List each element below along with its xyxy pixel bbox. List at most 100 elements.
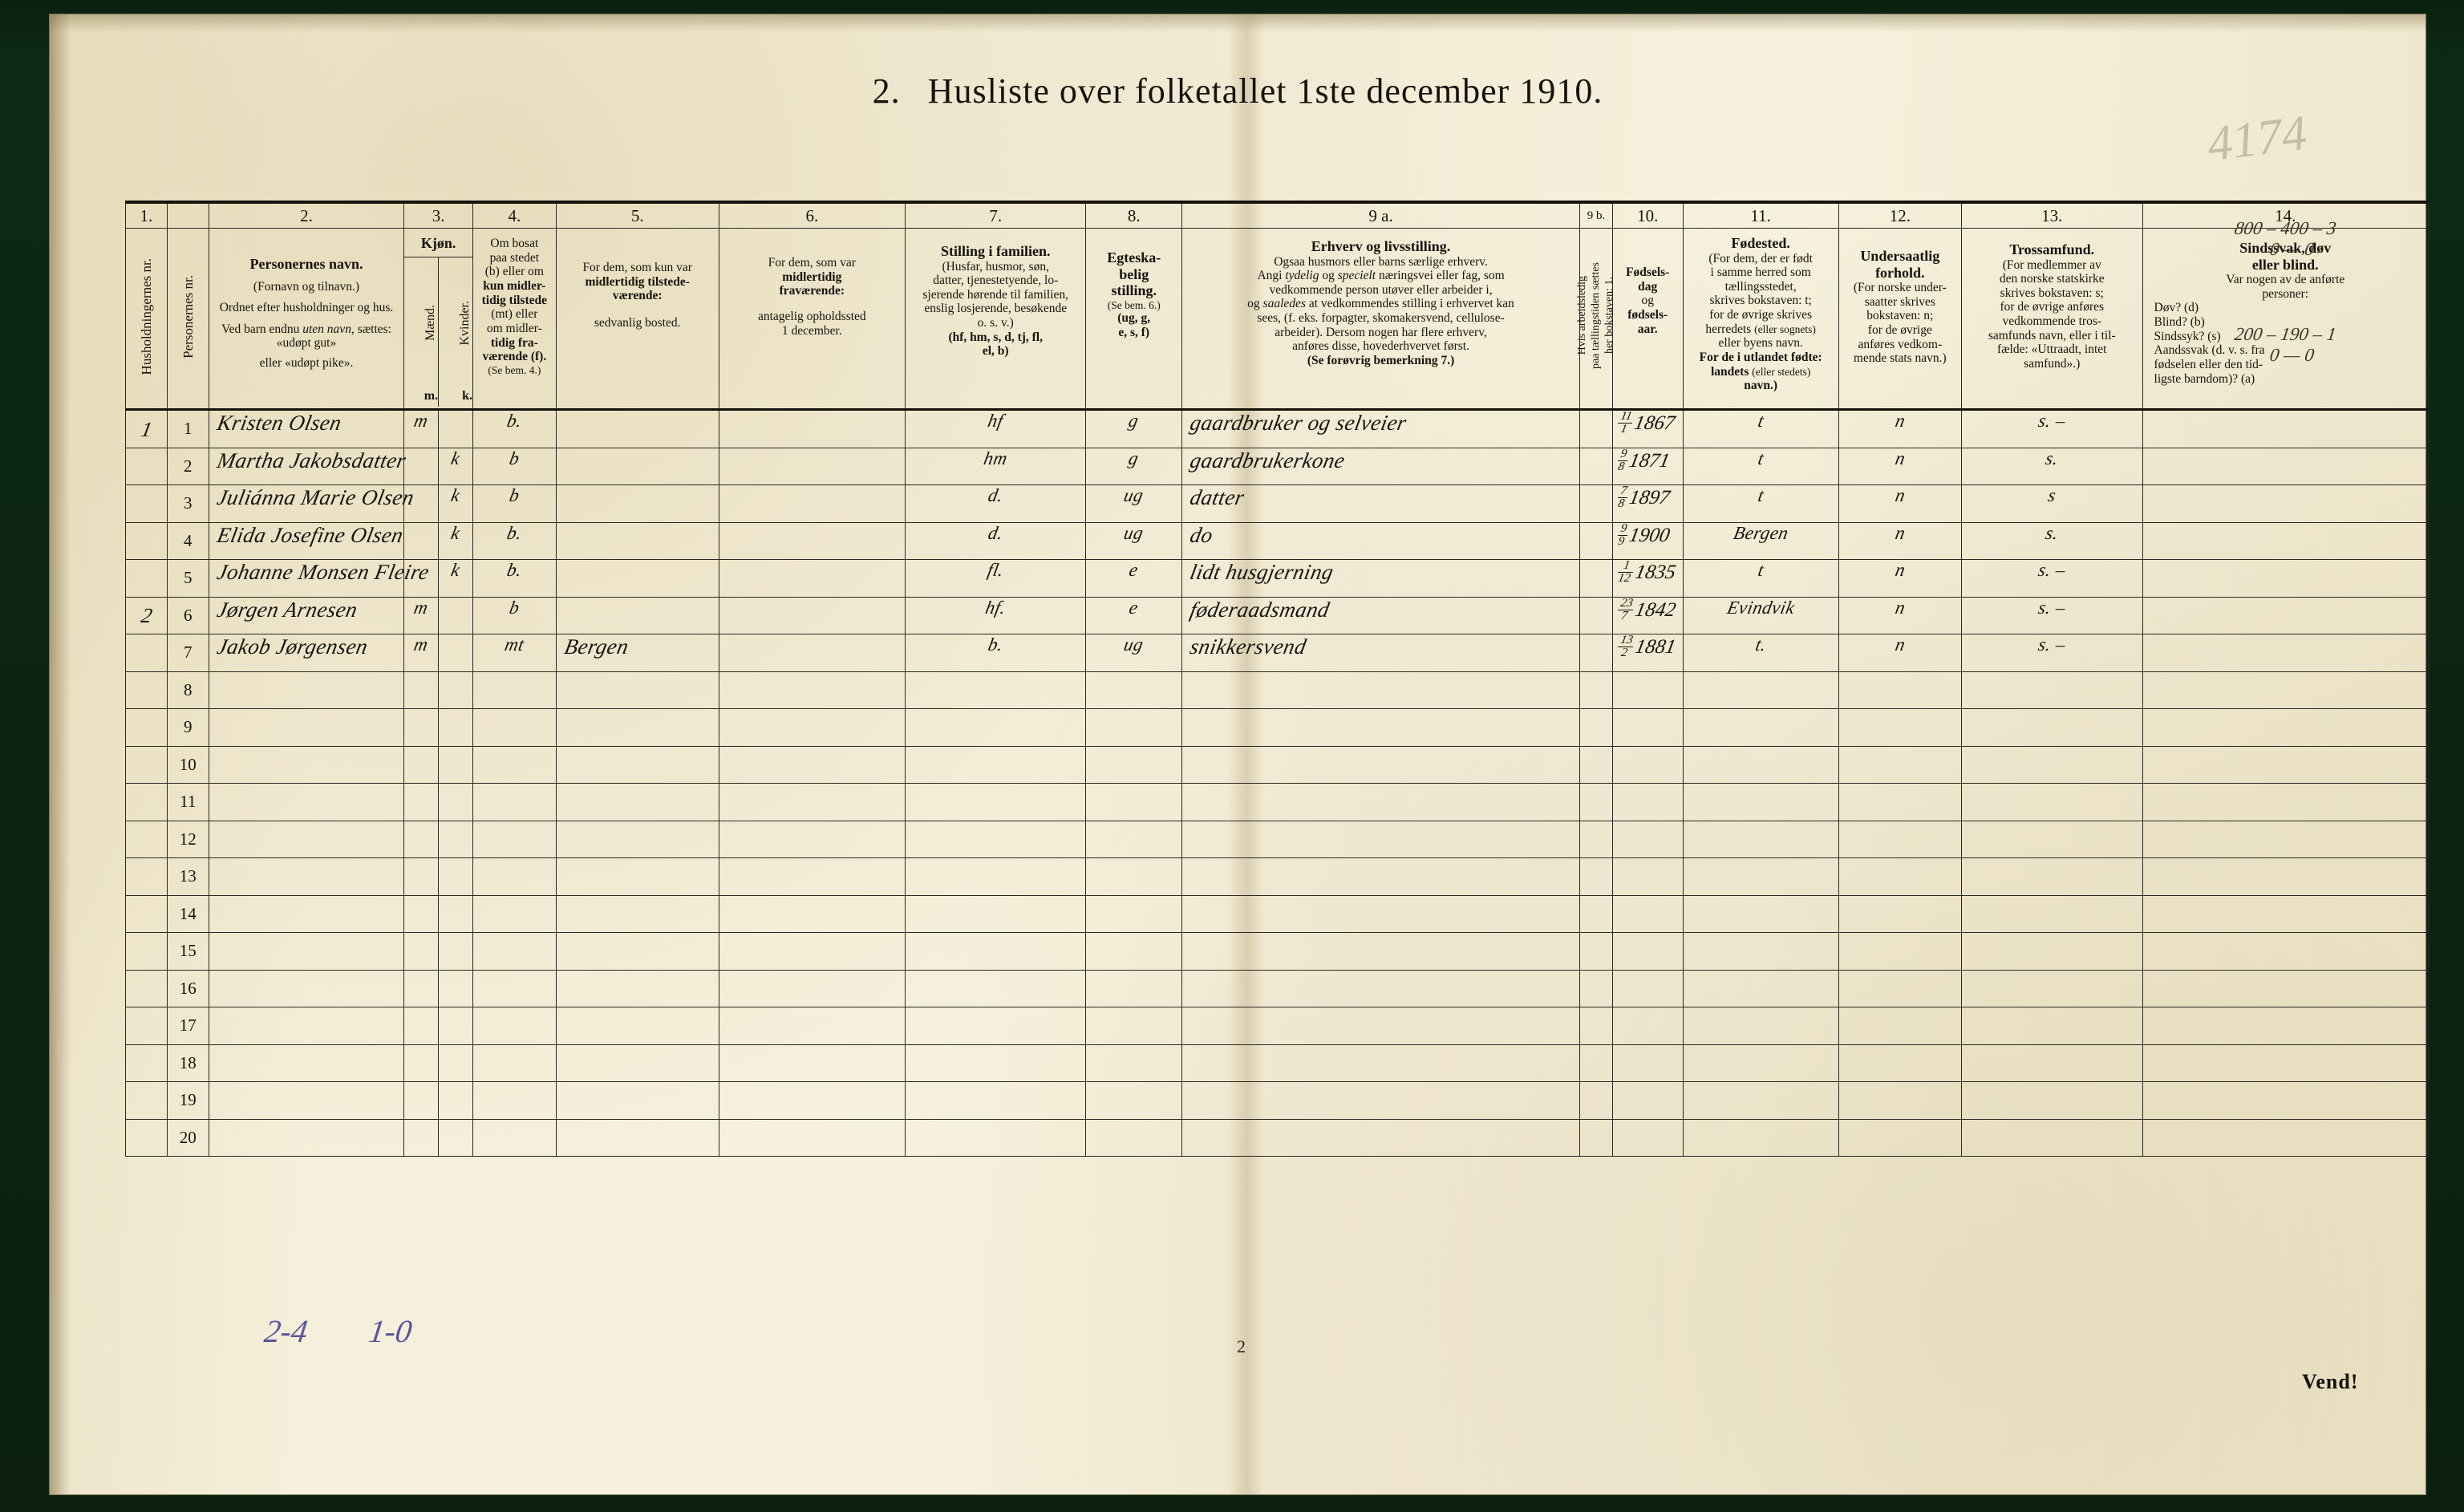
cell-residence-status[interactable]: b — [472, 447, 557, 485]
cell-temp-location[interactable] — [718, 596, 906, 634]
cell-usual-residence[interactable] — [555, 932, 719, 971]
cell-family-position[interactable] — [904, 1044, 1087, 1082]
cell-household-number[interactable] — [121, 559, 171, 597]
cell-religion[interactable] — [1961, 969, 2143, 1007]
cell-residence-status[interactable] — [472, 708, 557, 747]
cell-residence-status[interactable] — [472, 671, 557, 709]
cell-birthdate[interactable]: 11 1 1867 — [1611, 409, 1684, 448]
cell-citizenship[interactable] — [1838, 932, 1963, 971]
cell-usual-residence[interactable] — [555, 671, 719, 709]
cell-temp-location[interactable] — [718, 783, 906, 821]
cell-disability[interactable] — [2142, 596, 2430, 634]
cell-birthdate[interactable]: 7 8 1897 — [1611, 484, 1684, 523]
cell-name[interactable] — [208, 671, 405, 709]
cell-unemployed-flag[interactable] — [1579, 1081, 1613, 1120]
cell-birthdate[interactable]: 23 7 1842 — [1611, 597, 1684, 634]
cell-birthdate[interactable]: 13 2 1881 — [1611, 634, 1684, 672]
cell-temp-location[interactable] — [718, 671, 906, 709]
cell-occupation[interactable] — [1181, 857, 1581, 896]
cell-household-number[interactable] — [121, 1119, 171, 1157]
cell-sex-male[interactable] — [403, 783, 440, 821]
cell-birthplace[interactable] — [1682, 1081, 1839, 1120]
cell-birthdate[interactable] — [1611, 1118, 1684, 1157]
cell-marital-status[interactable]: g — [1085, 409, 1182, 448]
cell-family-position[interactable]: hm — [904, 447, 1087, 485]
table-row[interactable]: 4 Elida Josefine Olsen k b. d. ug do 9 9 1900 Berg… — [121, 521, 2430, 560]
cell-religion[interactable]: s. – — [1961, 634, 2143, 672]
cell-temp-location[interactable] — [718, 969, 906, 1007]
cell-usual-residence[interactable] — [555, 820, 719, 858]
cell-disability[interactable] — [2142, 409, 2430, 448]
table-row[interactable]: 11 — [121, 783, 2430, 821]
cell-usual-residence[interactable] — [555, 969, 719, 1007]
cell-birthplace[interactable] — [1682, 671, 1839, 709]
cell-birthplace[interactable] — [1682, 745, 1839, 784]
cell-sex-female[interactable] — [438, 894, 473, 933]
cell-temp-location[interactable] — [718, 521, 906, 560]
cell-household-number[interactable] — [121, 746, 171, 784]
table-row[interactable]: 2 Martha Jakobsdatter k b hm g gaardbrukerkone… — [121, 447, 2430, 485]
cell-religion[interactable] — [1961, 708, 2143, 747]
cell-sex-male[interactable] — [403, 447, 440, 485]
cell-usual-residence[interactable] — [555, 409, 719, 448]
cell-unemployed-flag[interactable] — [1579, 969, 1613, 1007]
cell-birthdate[interactable] — [1611, 857, 1684, 896]
cell-usual-residence[interactable] — [555, 783, 719, 821]
cell-name[interactable] — [208, 894, 405, 933]
table-row[interactable]: 18 — [121, 1044, 2430, 1082]
cell-birthplace[interactable] — [1682, 1118, 1839, 1157]
cell-disability[interactable] — [2142, 1118, 2430, 1157]
cell-person-number[interactable]: 18 — [166, 1044, 209, 1082]
cell-unemployed-flag[interactable] — [1579, 783, 1613, 821]
table-row[interactable]: 17 — [121, 1007, 2430, 1045]
cell-person-number[interactable]: 13 — [166, 857, 209, 896]
cell-usual-residence[interactable] — [555, 745, 719, 784]
cell-name[interactable]: Jakob Jørgensen — [208, 634, 405, 672]
cell-person-number[interactable]: 2 — [166, 447, 209, 485]
cell-temp-location[interactable] — [718, 634, 906, 672]
cell-disability[interactable] — [2142, 1081, 2430, 1120]
cell-religion[interactable] — [1961, 1007, 2143, 1045]
cell-birthplace[interactable]: t — [1682, 559, 1839, 598]
cell-marital-status[interactable] — [1085, 894, 1182, 933]
table-row[interactable]: 12 — [121, 820, 2430, 858]
cell-sex-female[interactable] — [438, 1118, 473, 1157]
cell-residence-status[interactable]: b — [472, 596, 557, 634]
cell-usual-residence[interactable] — [555, 1007, 719, 1045]
cell-name[interactable] — [208, 708, 405, 747]
cell-disability[interactable] — [2142, 634, 2430, 672]
cell-temp-location[interactable] — [718, 820, 906, 858]
cell-unemployed-flag[interactable] — [1579, 447, 1613, 485]
cell-disability[interactable] — [2142, 559, 2430, 598]
cell-usual-residence[interactable] — [555, 708, 719, 747]
cell-citizenship[interactable] — [1838, 857, 1963, 896]
cell-marital-status[interactable]: g — [1085, 447, 1182, 485]
cell-family-position[interactable] — [904, 1118, 1087, 1157]
cell-marital-status[interactable] — [1085, 969, 1182, 1007]
cell-usual-residence[interactable]: Bergen — [555, 634, 719, 672]
cell-person-number[interactable]: 6 — [166, 596, 209, 634]
cell-usual-residence[interactable] — [555, 596, 719, 634]
cell-sex-female[interactable] — [438, 1081, 473, 1120]
cell-usual-residence[interactable] — [555, 857, 719, 896]
cell-birthplace[interactable]: t. — [1682, 634, 1839, 672]
cell-religion[interactable] — [1961, 857, 2143, 896]
cell-family-position[interactable] — [904, 1081, 1087, 1120]
cell-name[interactable] — [208, 820, 405, 858]
cell-residence-status[interactable] — [472, 932, 557, 971]
cell-citizenship[interactable] — [1838, 1044, 1963, 1082]
cell-disability[interactable] — [2142, 447, 2430, 485]
cell-temp-location[interactable] — [718, 857, 906, 896]
cell-citizenship[interactable] — [1838, 1118, 1963, 1157]
cell-birthdate[interactable] — [1611, 1044, 1684, 1082]
cell-name[interactable] — [208, 1007, 405, 1045]
cell-disability[interactable] — [2142, 894, 2430, 933]
cell-birthdate[interactable] — [1611, 932, 1684, 971]
table-row[interactable]: 8 — [121, 671, 2430, 709]
cell-sex-female[interactable] — [438, 1007, 473, 1045]
cell-family-position[interactable] — [904, 1007, 1087, 1045]
cell-birthdate[interactable] — [1611, 783, 1684, 821]
cell-family-position[interactable] — [904, 932, 1087, 971]
cell-household-number[interactable] — [121, 895, 171, 933]
cell-religion[interactable] — [1961, 932, 2143, 971]
